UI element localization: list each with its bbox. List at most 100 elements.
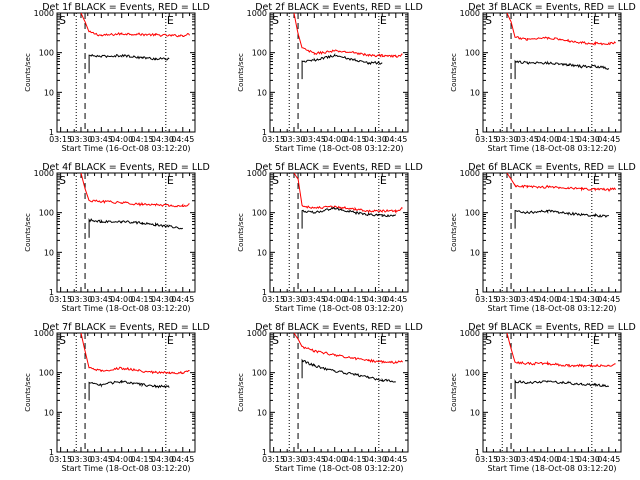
y-axis-label: Counts/sec	[24, 213, 32, 252]
x-tick-label: 04:15	[344, 135, 367, 144]
x-tick-label: 04:00	[110, 295, 133, 304]
y-tick-label: 1	[49, 288, 54, 297]
x-tick-label: 04:00	[536, 455, 559, 464]
x-tick-label: 04:00	[323, 455, 346, 464]
y-tick-label: 1	[262, 448, 267, 457]
x-tick-label: 04:30	[577, 455, 600, 464]
x-tick-label: 04:00	[536, 135, 559, 144]
x-tick-label: 03:15	[475, 135, 498, 144]
chart-panel-1: Det 1f BLACK = Events, RED = LLD 1 10 100 10…	[24, 2, 210, 153]
y-tick-label: 100	[39, 369, 54, 378]
y-tick-label: 1000	[34, 9, 54, 18]
y-axis-label: Counts/sec	[24, 53, 32, 92]
y-axis-label: Counts/sec	[450, 213, 458, 252]
y-tick-label: 100	[39, 209, 54, 218]
x-tick-label: 03:15	[262, 455, 285, 464]
chart-title: Det 9f BLACK = Events, RED = LLD	[468, 322, 636, 333]
plot-frame	[56, 12, 196, 133]
chart-title: Det 5f BLACK = Events, RED = LLD	[255, 162, 423, 173]
series-events-line	[301, 358, 396, 383]
y-axis-label: Counts/sec	[24, 373, 32, 412]
x-tick-label: 04:45	[597, 455, 620, 464]
y-axis-label: Counts/sec	[237, 213, 245, 252]
series-lld-line	[80, 172, 190, 208]
y-tick-label: 10	[257, 88, 267, 97]
chart-panel-8: Det 8f BLACK = Events, RED = LLD 1 10 100 10…	[237, 322, 423, 473]
y-tick-label: 1000	[34, 169, 54, 178]
start-marker: S	[272, 14, 279, 27]
y-tick-label: 100	[252, 369, 267, 378]
start-marker: S	[59, 334, 66, 347]
series-lld-line	[80, 12, 191, 38]
x-axis-label: Start Time (18-Oct-08 03:12:20)	[487, 464, 616, 473]
x-tick-label: 03:45	[90, 455, 113, 464]
chart-title: Det 8f BLACK = Events, RED = LLD	[255, 322, 423, 333]
x-tick-label: 04:30	[151, 135, 174, 144]
y-tick-label: 1	[262, 128, 267, 137]
x-tick-label: 04:45	[384, 135, 407, 144]
y-tick-label: 10	[470, 248, 480, 257]
plot-frame	[56, 172, 196, 293]
y-tick-label: 1	[49, 448, 54, 457]
end-marker: E	[380, 174, 387, 187]
series-lld-line	[506, 172, 617, 193]
y-axis-label: Counts/sec	[450, 53, 458, 92]
x-tick-label: 04:45	[171, 455, 194, 464]
chart-title: Det 4f BLACK = Events, RED = LLD	[42, 162, 210, 173]
chart-title: Det 1f BLACK = Events, RED = LLD	[42, 2, 210, 13]
start-marker: S	[485, 174, 492, 187]
x-tick-label: 03:15	[475, 455, 498, 464]
y-tick-label: 1000	[247, 9, 267, 18]
start-marker: S	[59, 14, 66, 27]
x-tick-label: 03:15	[49, 455, 72, 464]
plot-frame	[482, 12, 622, 133]
start-marker: S	[59, 174, 66, 187]
end-marker: E	[167, 334, 174, 347]
y-axis-label: Counts/sec	[450, 373, 458, 412]
y-axis-label: Counts/sec	[237, 53, 245, 92]
y-tick-label: 100	[465, 209, 480, 218]
y-tick-label: 1000	[460, 329, 480, 338]
x-axis-label: Start Time (18-Oct-08 03:12:20)	[487, 304, 616, 313]
end-marker: E	[167, 174, 174, 187]
end-marker: E	[593, 334, 600, 347]
chart-title: Det 3f BLACK = Events, RED = LLD	[468, 2, 636, 13]
x-tick-label: 04:15	[344, 295, 367, 304]
x-tick-label: 04:30	[151, 295, 174, 304]
x-tick-label: 04:30	[577, 135, 600, 144]
series-events-line	[301, 206, 397, 229]
x-tick-label: 04:30	[151, 455, 174, 464]
plot-frame	[482, 332, 622, 453]
x-tick-label: 03:45	[303, 455, 326, 464]
y-tick-label: 1	[475, 128, 480, 137]
y-tick-label: 1000	[460, 169, 480, 178]
y-tick-label: 100	[252, 49, 267, 58]
y-tick-label: 10	[470, 408, 480, 417]
x-tick-label: 04:00	[110, 455, 133, 464]
y-tick-label: 1	[475, 448, 480, 457]
x-tick-label: 04:15	[131, 135, 154, 144]
x-tick-label: 03:30	[282, 135, 305, 144]
series-events-line	[301, 53, 383, 80]
x-tick-label: 03:30	[282, 455, 305, 464]
series-events-line	[514, 209, 609, 229]
plot-frame	[269, 12, 409, 133]
x-tick-label: 04:15	[131, 455, 154, 464]
x-axis-label: Start Time (18-Oct-08 03:12:20)	[274, 144, 403, 153]
start-marker: S	[485, 14, 492, 27]
x-tick-label: 03:45	[303, 135, 326, 144]
y-axis-label: Counts/sec	[237, 373, 245, 412]
x-tick-label: 03:30	[69, 295, 92, 304]
end-marker: E	[593, 14, 600, 27]
x-tick-label: 04:30	[364, 295, 387, 304]
start-marker: S	[485, 334, 492, 347]
series-lld-line	[80, 332, 190, 375]
x-tick-label: 03:45	[303, 295, 326, 304]
end-marker: E	[167, 14, 174, 27]
end-marker: E	[380, 14, 387, 27]
plot-frame	[269, 172, 409, 293]
series-lld-line	[506, 332, 616, 368]
x-tick-label: 03:15	[262, 295, 285, 304]
y-tick-label: 1	[262, 288, 267, 297]
x-tick-label: 03:15	[262, 135, 285, 144]
